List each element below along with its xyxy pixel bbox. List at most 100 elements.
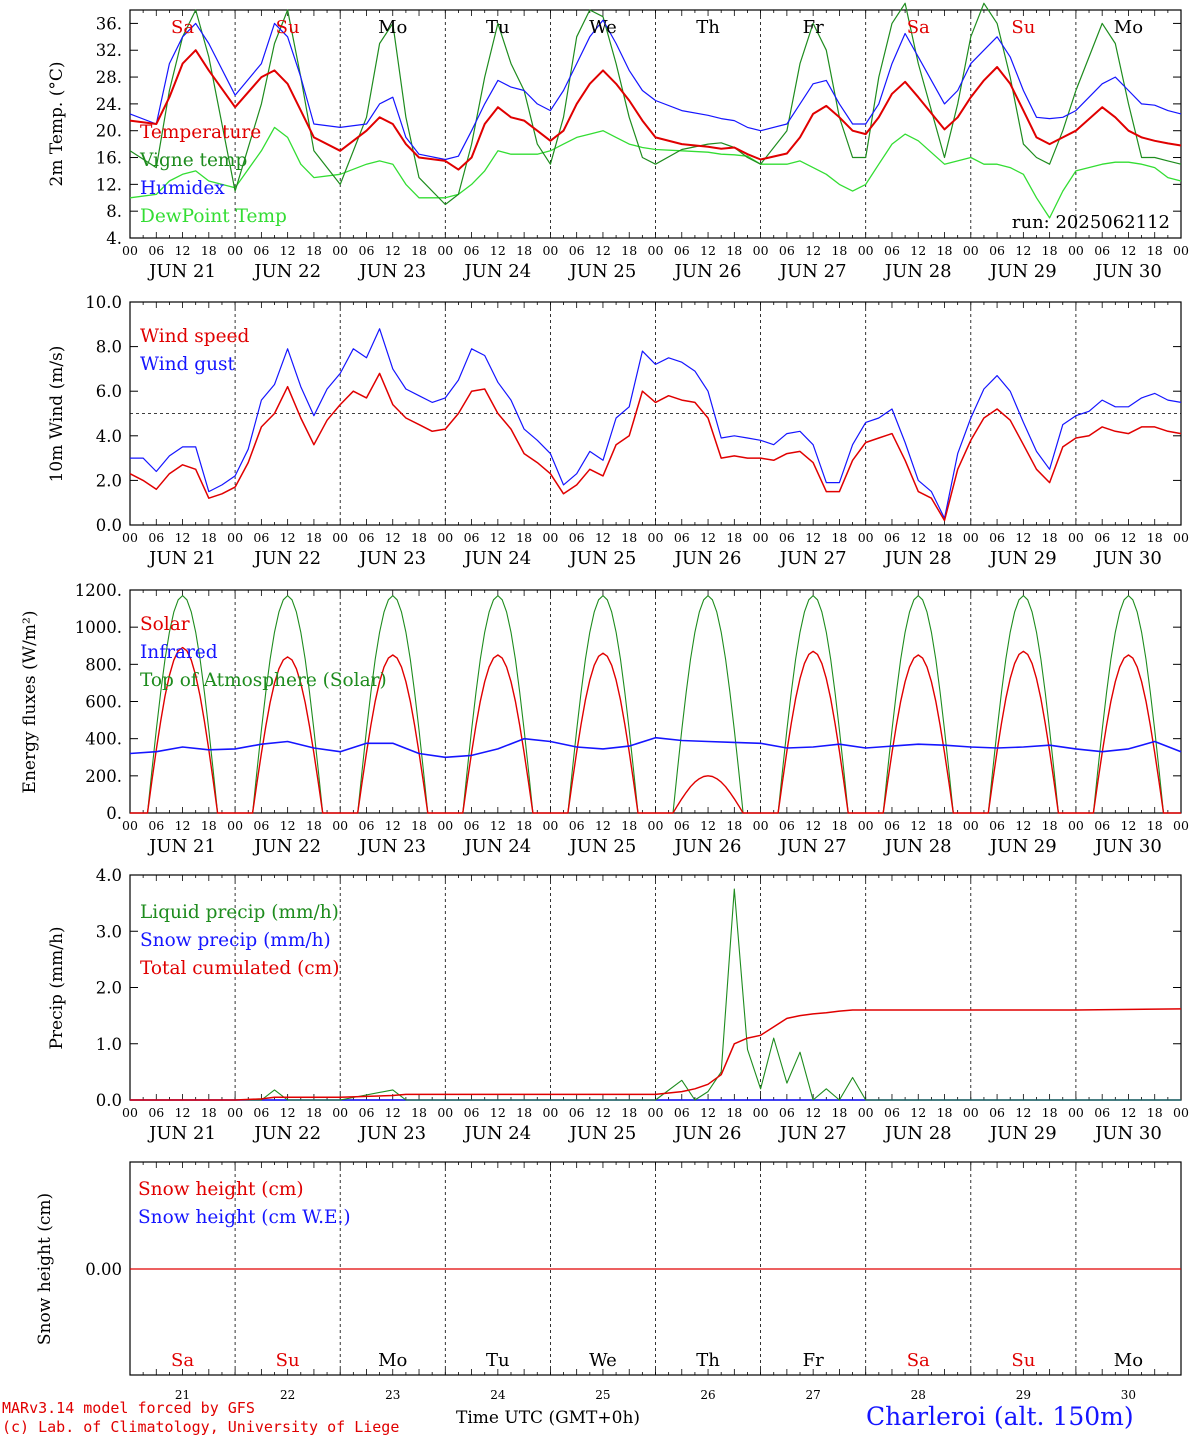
hour-tick-label: 18 — [831, 530, 847, 545]
legend-snow-height-cm-w-e: Snow height (cm W.E.) — [138, 1207, 351, 1228]
day-number-label: 22 — [280, 1388, 295, 1402]
date-label: JUN 26 — [673, 836, 742, 857]
date-label: JUN 28 — [883, 261, 952, 282]
legend-temperature: Temperature — [140, 122, 261, 143]
hour-tick-label: 00 — [1173, 243, 1189, 258]
date-label: JUN 22 — [252, 548, 321, 569]
y-tick-label: 20. — [96, 122, 122, 141]
hour-tick-label: 18 — [1147, 243, 1163, 258]
weekday-label: Su — [1011, 1350, 1035, 1371]
hour-tick-label: 06 — [779, 530, 795, 545]
date-label: JUN 26 — [673, 1123, 742, 1144]
hour-tick-label: 12 — [1015, 1105, 1031, 1120]
date-label: JUN 28 — [883, 836, 952, 857]
y-tick-label: 4. — [106, 229, 122, 248]
hour-tick-label: 06 — [884, 530, 900, 545]
date-label: JUN 21 — [147, 836, 216, 857]
hour-tick-label: 12 — [385, 818, 401, 833]
date-label: JUN 21 — [147, 548, 216, 569]
hour-tick-label: 06 — [148, 1105, 164, 1120]
hour-tick-label: 06 — [884, 243, 900, 258]
hour-tick-label: 00 — [437, 530, 453, 545]
hour-tick-label: 06 — [989, 530, 1005, 545]
hour-tick-label: 06 — [359, 530, 375, 545]
date-label: JUN 28 — [883, 548, 952, 569]
hour-tick-label: 12 — [385, 530, 401, 545]
hour-tick-label: 18 — [201, 1105, 217, 1120]
hour-tick-label: 18 — [1042, 530, 1058, 545]
hour-tick-label: 00 — [648, 1105, 664, 1120]
date-label: JUN 27 — [778, 836, 847, 857]
weekday-label: We — [589, 17, 617, 38]
legend-infrared: Infrared — [140, 642, 218, 663]
day-number-label: 29 — [1016, 1388, 1031, 1402]
y-tick-label: 6.0 — [96, 382, 122, 401]
hour-tick-label: 00 — [753, 1105, 769, 1120]
hour-tick-label: 00 — [542, 530, 558, 545]
date-label: JUN 24 — [462, 548, 531, 569]
hour-tick-label: 06 — [674, 1105, 690, 1120]
hour-tick-label: 06 — [1094, 818, 1110, 833]
date-label: JUN 22 — [252, 836, 321, 857]
hour-tick-label: 06 — [1094, 1105, 1110, 1120]
hour-tick-label: 00 — [227, 530, 243, 545]
hour-tick-label: 18 — [306, 243, 322, 258]
hour-tick-label: 12 — [175, 530, 191, 545]
legend-total-cumulated-cm: Total cumulated (cm) — [140, 958, 339, 979]
hour-tick-label: 18 — [516, 818, 532, 833]
hour-tick-label: 12 — [1015, 243, 1031, 258]
legend-wind-speed: Wind speed — [140, 326, 249, 347]
y-tick-label: 1000. — [75, 618, 122, 637]
series-line-solar — [130, 646, 1181, 814]
hour-tick-label: 12 — [1120, 818, 1136, 833]
hour-tick-label: 18 — [831, 818, 847, 833]
hour-tick-label: 00 — [122, 530, 138, 545]
date-label: JUN 21 — [147, 261, 216, 282]
hour-tick-label: 00 — [332, 1105, 348, 1120]
y-tick-label: 16. — [96, 149, 122, 168]
legend-solar: Solar — [140, 614, 190, 635]
day-number-label: 25 — [595, 1388, 610, 1402]
run-annotation: run: 2025062112 — [1012, 212, 1170, 233]
y-tick-label: 4.0 — [96, 866, 122, 885]
weekday-label: Sa — [907, 1350, 930, 1371]
y-tick-label: 12. — [96, 175, 122, 194]
hour-tick-label: 12 — [175, 243, 191, 258]
weekday-label: Sa — [907, 17, 930, 38]
day-number-label: 30 — [1121, 1388, 1136, 1402]
weekday-label: Th — [696, 17, 720, 38]
hour-tick-label: 12 — [280, 530, 296, 545]
hour-tick-label: 18 — [621, 530, 637, 545]
date-label: JUN 23 — [357, 836, 426, 857]
hour-tick-label: 00 — [1068, 530, 1084, 545]
hour-tick-label: 06 — [884, 818, 900, 833]
y-tick-label: 1.0 — [96, 1035, 122, 1054]
hour-tick-label: 06 — [779, 818, 795, 833]
date-label: JUN 21 — [147, 1123, 216, 1144]
weekday-label: Tu — [486, 1350, 510, 1371]
hour-tick-label: 06 — [464, 530, 480, 545]
hour-tick-label: 06 — [253, 243, 269, 258]
hour-tick-label: 12 — [490, 1105, 506, 1120]
hour-tick-label: 12 — [1120, 530, 1136, 545]
hour-tick-label: 12 — [280, 818, 296, 833]
hour-tick-label: 06 — [569, 243, 585, 258]
hour-tick-label: 12 — [385, 1105, 401, 1120]
weekday-label: Th — [696, 1350, 720, 1371]
hour-tick-label: 18 — [621, 243, 637, 258]
y-tick-label: 8. — [106, 202, 122, 221]
date-label: JUN 26 — [673, 261, 742, 282]
series-line-liquid-precip — [130, 888, 1181, 1101]
hour-tick-label: 00 — [437, 818, 453, 833]
hour-tick-label: 06 — [989, 818, 1005, 833]
hour-tick-label: 00 — [963, 243, 979, 258]
y-tick-label: 10.0 — [85, 293, 122, 312]
hour-tick-label: 12 — [490, 818, 506, 833]
legend-wind-gust: Wind gust — [140, 354, 235, 375]
hour-tick-label: 06 — [253, 818, 269, 833]
hour-tick-label: 00 — [332, 530, 348, 545]
hour-tick-label: 18 — [201, 818, 217, 833]
hour-tick-label: 06 — [253, 1105, 269, 1120]
date-label: JUN 25 — [568, 836, 637, 857]
